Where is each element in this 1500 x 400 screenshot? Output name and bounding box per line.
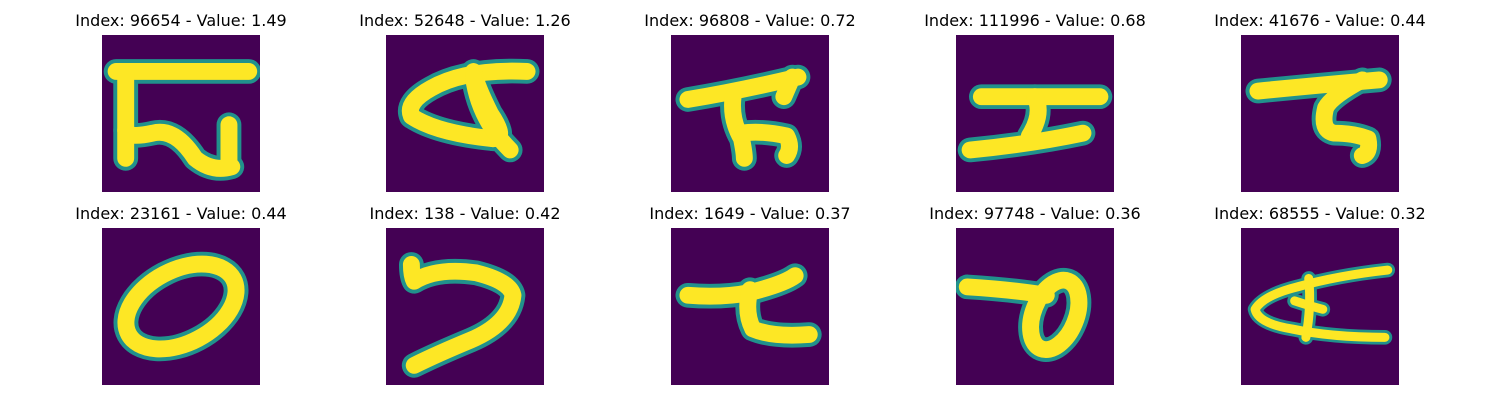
glyph-strokes — [679, 68, 807, 167]
sample-cell: Index: 97748 - Value: 0.36 — [915, 193, 1155, 385]
sample-title: Index: 41676 - Value: 0.44 — [1214, 11, 1426, 30]
sample-title: Index: 96654 - Value: 1.49 — [75, 11, 287, 30]
glyph-strokes — [402, 256, 522, 374]
digit-image — [102, 35, 260, 192]
glyph-strokes — [402, 62, 536, 159]
sample-cell: Index: 41676 - Value: 0.44 — [1200, 0, 1440, 192]
digit-image — [102, 228, 260, 385]
digit-image — [671, 35, 829, 192]
sample-cell: Index: 96654 - Value: 1.49 — [61, 0, 301, 192]
digit-image — [956, 228, 1114, 385]
glyph-strokes — [1250, 265, 1393, 342]
digit-image — [1241, 228, 1399, 385]
sample-title: Index: 52648 - Value: 1.26 — [359, 11, 571, 30]
sample-title: Index: 138 - Value: 0.42 — [369, 204, 561, 223]
glyph-strokes — [1249, 71, 1388, 164]
digit-image — [386, 35, 544, 192]
sample-cell: Index: 111996 - Value: 0.68 — [915, 0, 1155, 192]
sample-title: Index: 68555 - Value: 0.32 — [1214, 204, 1426, 223]
sample-cell: Index: 96808 - Value: 0.72 — [630, 0, 870, 192]
sample-title: Index: 1649 - Value: 0.37 — [649, 204, 851, 223]
sample-title: Index: 97748 - Value: 0.36 — [929, 204, 1141, 223]
sample-title: Index: 111996 - Value: 0.68 — [924, 11, 1146, 30]
digit-image — [956, 35, 1114, 192]
digit-image — [671, 228, 829, 385]
sample-cell: Index: 68555 - Value: 0.32 — [1200, 193, 1440, 385]
glyph-strokes — [117, 255, 245, 358]
digit-image — [386, 228, 544, 385]
sample-cell: Index: 23161 - Value: 0.44 — [61, 193, 301, 385]
digit-image — [1241, 35, 1399, 192]
sample-cell: Index: 1649 - Value: 0.37 — [630, 193, 870, 385]
sample-cell: Index: 138 - Value: 0.42 — [345, 193, 585, 385]
glyph-strokes — [107, 63, 258, 177]
glyph-strokes — [679, 267, 818, 344]
glyph-strokes — [958, 271, 1088, 359]
sample-title: Index: 23161 - Value: 0.44 — [75, 204, 287, 223]
sample-cell: Index: 52648 - Value: 1.26 — [345, 0, 585, 192]
sample-title: Index: 96808 - Value: 0.72 — [644, 11, 856, 30]
glyph-strokes — [961, 88, 1109, 159]
